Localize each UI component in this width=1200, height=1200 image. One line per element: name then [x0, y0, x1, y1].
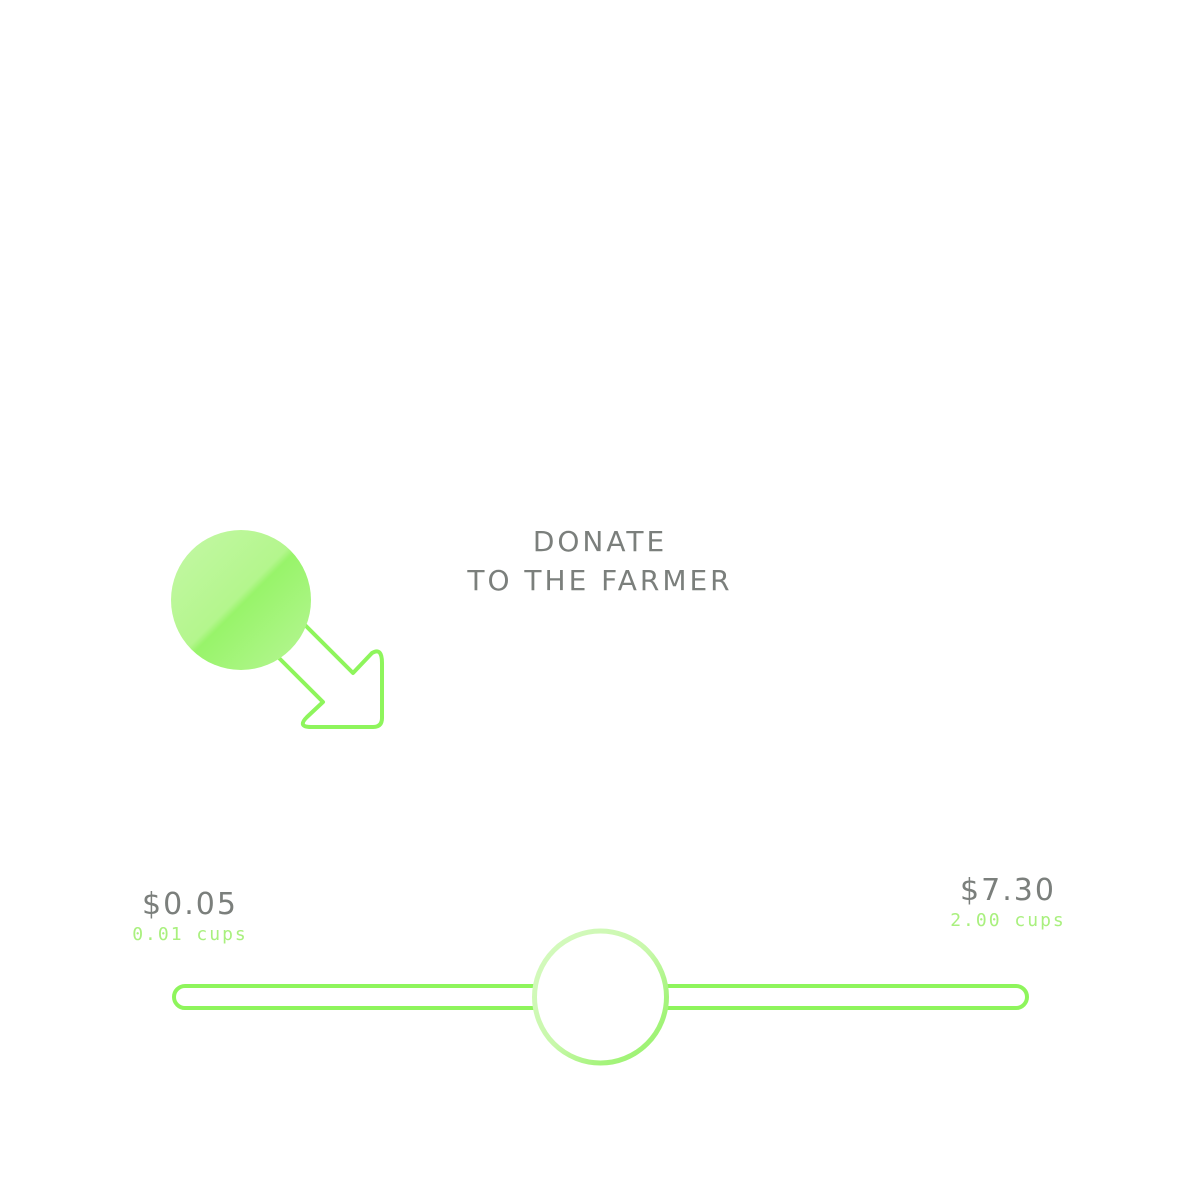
arrow-outline — [270, 618, 384, 729]
slider-max-label: $7.30 2.00 cups — [938, 872, 1078, 932]
title-line-farmer: TO THE FARMER — [467, 564, 733, 597]
min-amount: $0.05 — [142, 887, 238, 922]
title-line-donate: DONATE — [532, 525, 668, 558]
drag-ball — [171, 530, 311, 670]
donation-slider[interactable] — [150, 915, 1050, 1085]
min-cups: 0.01 cups — [132, 924, 248, 945]
page-title: DONATE TO THE FARMER — [0, 522, 1200, 600]
max-amount: $7.30 — [960, 873, 1056, 908]
max-cups: 2.00 cups — [950, 910, 1066, 931]
slider-thumb[interactable] — [532, 928, 669, 1066]
slider-min-label: $0.05 0.01 cups — [120, 886, 260, 946]
drag-arrow-icon — [171, 530, 384, 729]
